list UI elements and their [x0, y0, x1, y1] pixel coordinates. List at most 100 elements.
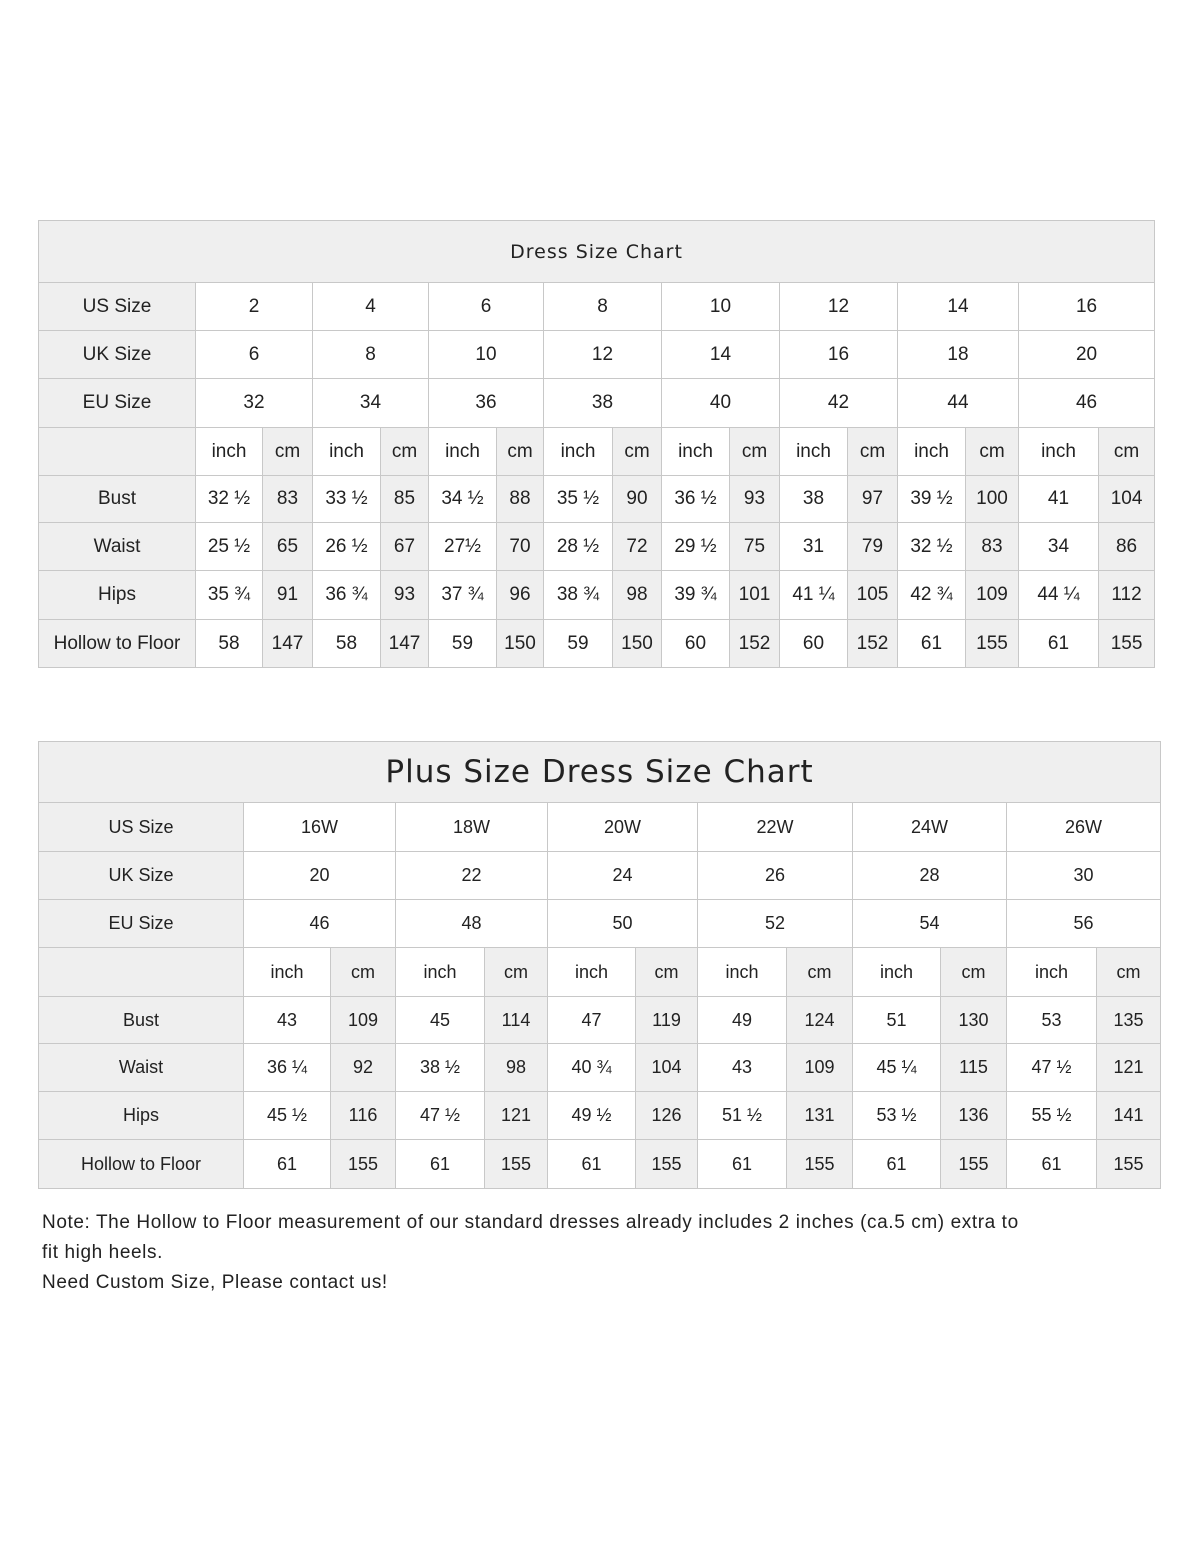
inch-value: 25 ½: [195, 522, 263, 571]
inch-value: 45 ½: [243, 1091, 331, 1140]
inch-value: 41 ¼: [779, 570, 848, 620]
cm-value: 90: [612, 475, 662, 523]
cm-value: 67: [380, 522, 429, 571]
inch-value: 39 ½: [897, 475, 966, 523]
row-label: Bust: [38, 996, 244, 1044]
cm-value: 114: [484, 996, 548, 1044]
size-cell: 26W: [1005, 802, 1162, 852]
row-label: UK Size: [38, 330, 196, 379]
inch-value: 28 ½: [543, 522, 613, 571]
size-cell: 24W: [852, 802, 1007, 852]
unit-inch-header: inch: [543, 427, 613, 476]
unit-cm-header: cm: [262, 427, 313, 476]
inch-value: 38 ½: [395, 1043, 485, 1092]
size-cell: 18: [897, 330, 1019, 379]
inch-value: 58: [195, 619, 263, 668]
unit-inch-header: inch: [852, 947, 941, 997]
unit-inch-header: inch: [697, 947, 787, 997]
inch-value: 41: [1018, 475, 1099, 523]
inch-value: 61: [852, 1139, 941, 1189]
size-cell: 16: [1017, 282, 1156, 331]
size-cell: 16W: [243, 802, 396, 852]
cm-value: 130: [940, 996, 1007, 1044]
inch-value: 40 ¾: [547, 1043, 636, 1092]
size-cell: 6: [428, 282, 544, 331]
unit-inch-header: inch: [661, 427, 730, 476]
cm-value: 124: [786, 996, 853, 1044]
plus-size-dress-size-chart-table: Plus Size Dress Size Chart US Size 16W 18W 2…: [37, 741, 1162, 1189]
inch-value: 61: [547, 1139, 636, 1189]
unit-cm-header: cm: [612, 427, 662, 476]
inch-value: 45: [395, 996, 485, 1044]
size-cell: 40: [661, 378, 780, 428]
cm-value: 147: [380, 619, 429, 668]
cm-value: 98: [612, 570, 662, 620]
cm-value: 91: [262, 570, 313, 620]
inch-value: 36 ¼: [243, 1043, 331, 1092]
cm-value: 93: [729, 475, 780, 523]
size-cell: 24: [547, 851, 698, 900]
inch-value: 44 ¼: [1018, 570, 1099, 620]
inch-value: 45 ¼: [852, 1043, 941, 1092]
measurement-row: Hollow to Floor 58 147 58 147 59 150 59 150 60 152…: [38, 619, 1156, 668]
cm-value: 109: [330, 996, 396, 1044]
size-cell: 4: [312, 282, 429, 331]
size-row: UK Size 20 22 24 26 28 30: [38, 851, 1162, 900]
measurement-row: Hollow to Floor 61 155 61 155 61 155 61 155 61 155…: [38, 1139, 1162, 1189]
cm-value: 112: [1097, 570, 1156, 620]
cm-value: 126: [635, 1091, 698, 1140]
measurement-row: Waist 25 ½ 65 26 ½ 67 27½ 70 28 ½ 72 29 ½ 75 31 79 32…: [38, 522, 1156, 571]
inch-value: 47: [547, 996, 636, 1044]
inch-value: 53: [1006, 996, 1097, 1044]
inch-value: 47 ½: [1006, 1043, 1097, 1092]
row-label: Hips: [38, 570, 196, 620]
inch-value: 35 ¾: [195, 570, 263, 620]
inch-value: 61: [897, 619, 966, 668]
cm-value: 96: [496, 570, 544, 620]
inch-value: 61: [1018, 619, 1099, 668]
inch-value: 59: [428, 619, 497, 668]
unit-inch-header: inch: [195, 427, 263, 476]
inch-value: 36 ¾: [312, 570, 381, 620]
cm-value: 104: [1097, 475, 1156, 523]
inch-value: 61: [1006, 1139, 1097, 1189]
inch-value: 61: [697, 1139, 787, 1189]
size-cell: 6: [195, 330, 313, 379]
inch-value: 47 ½: [395, 1091, 485, 1140]
size-cell: 42: [779, 378, 898, 428]
cm-value: 135: [1095, 996, 1162, 1044]
size-cell: 36: [428, 378, 544, 428]
inch-value: 60: [779, 619, 848, 668]
inch-value: 51: [852, 996, 941, 1044]
row-label: EU Size: [38, 899, 244, 948]
inch-value: 38 ¾: [543, 570, 613, 620]
unit-cm-header: cm: [1095, 947, 1162, 997]
size-cell: 44: [897, 378, 1019, 428]
cm-value: 88: [496, 475, 544, 523]
cm-value: 155: [635, 1139, 698, 1189]
size-cell: 34: [312, 378, 429, 428]
size-cell: 8: [543, 282, 662, 331]
chart-title: Dress Size Chart: [37, 220, 1156, 283]
row-label: US Size: [38, 802, 244, 852]
title-row: Dress Size Chart: [37, 220, 1156, 283]
inch-value: 35 ½: [543, 475, 613, 523]
inch-value: 43: [243, 996, 331, 1044]
cm-value: 121: [1095, 1043, 1162, 1092]
inch-value: 32 ½: [897, 522, 966, 571]
unit-inch-header: inch: [1018, 427, 1099, 476]
inch-value: 31: [779, 522, 848, 571]
size-row: US Size 16W 18W 20W 22W 24W 26W: [38, 802, 1162, 852]
row-label-empty: [38, 427, 196, 476]
unit-cm-header: cm: [1097, 427, 1156, 476]
cm-value: 155: [1095, 1139, 1162, 1189]
inch-value: 36 ½: [661, 475, 730, 523]
cm-value: 155: [965, 619, 1019, 668]
inch-value: 61: [395, 1139, 485, 1189]
unit-cm-header: cm: [940, 947, 1007, 997]
size-cell: 12: [543, 330, 662, 379]
cm-value: 152: [847, 619, 898, 668]
measurement-row: Bust 43 109 45 114 47 119 49 124 51 130 53 135: [38, 996, 1162, 1044]
cm-value: 116: [330, 1091, 396, 1140]
